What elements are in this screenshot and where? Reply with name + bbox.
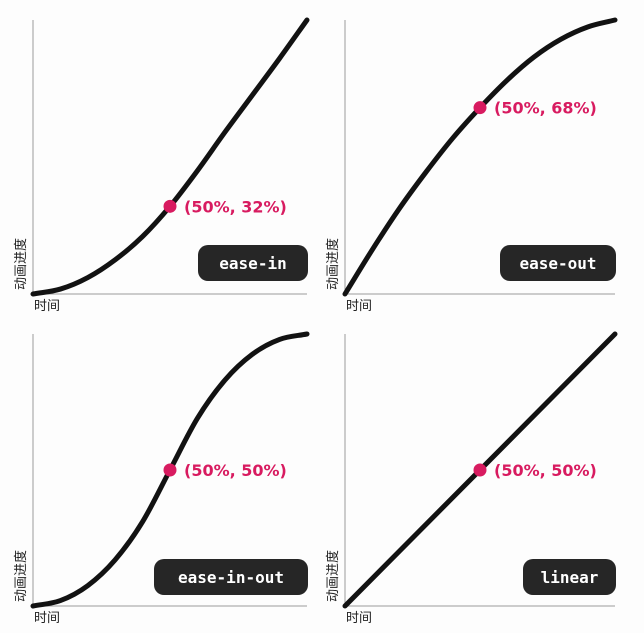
badge-label: linear (541, 568, 599, 587)
easing-name-badge: ease-in (198, 245, 308, 281)
badge-background (523, 559, 616, 595)
x-axis-label: 时间 (34, 611, 60, 626)
badge-label: ease-out (519, 254, 596, 273)
highlight-point (473, 101, 487, 115)
x-axis-label: 时间 (34, 299, 60, 314)
y-axis-label: 动画进度 (325, 550, 341, 602)
y-axis-label: 动画进度 (13, 238, 29, 290)
y-axis-label: 动画进度 (13, 550, 29, 602)
highlight-point-label: (50%, 68%) (494, 99, 597, 118)
highlight-point-label: (50%, 50%) (494, 461, 597, 480)
badge-background (500, 245, 616, 281)
easing-name-badge: ease-in-out (154, 559, 308, 595)
badge-background (198, 245, 308, 281)
badge-label: ease-in (219, 254, 286, 273)
highlight-point (163, 199, 177, 213)
highlight-point (163, 463, 177, 477)
easing-name-badge: ease-out (500, 245, 616, 281)
x-axis-label: 时间 (346, 611, 372, 626)
highlight-point-label: (50%, 50%) (184, 461, 287, 480)
highlight-point-label: (50%, 32%) (184, 197, 287, 216)
y-axis-label: 动画进度 (325, 238, 341, 290)
easing-name-badge: linear (523, 559, 616, 595)
badge-background (154, 559, 308, 595)
highlight-point (473, 463, 487, 477)
x-axis-label: 时间 (346, 299, 372, 314)
badge-label: ease-in-out (178, 568, 284, 587)
